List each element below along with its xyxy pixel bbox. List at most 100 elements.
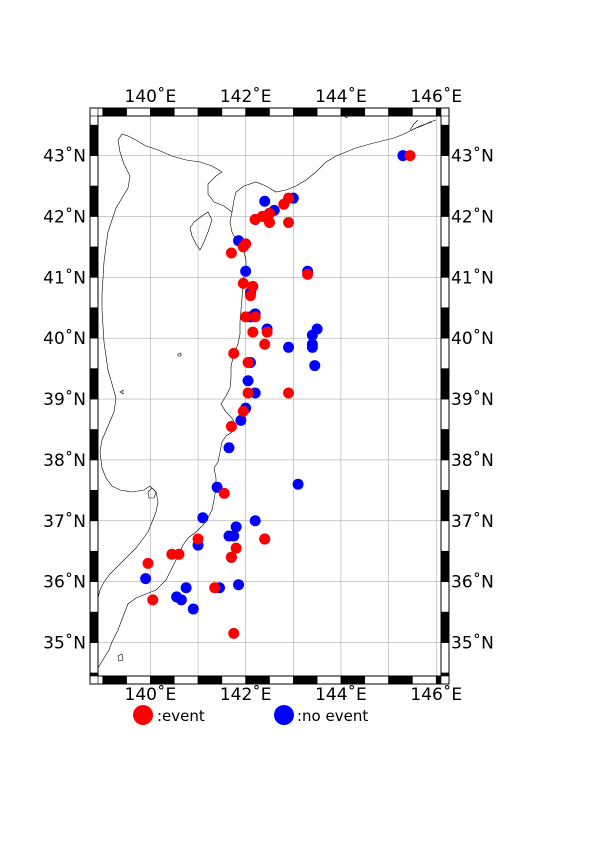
- no-event-marker: [211, 481, 223, 493]
- legend-no-event-marker: [274, 705, 294, 725]
- frame-segment-left: [89, 459, 99, 491]
- event-marker: [228, 347, 240, 359]
- no-event-marker: [223, 442, 235, 454]
- frame-segment-right: [440, 490, 450, 522]
- frame-segment-bottom: [412, 675, 437, 685]
- no-event-marker: [187, 603, 199, 615]
- map-border: [97, 115, 442, 677]
- frame-segment-right: [440, 124, 450, 156]
- event-marker: [404, 150, 416, 162]
- small-island-1: [177, 352, 182, 357]
- no-event-marker: [306, 329, 318, 341]
- frame-segment-left: [89, 581, 99, 613]
- lon-label-top: 140˚E: [125, 86, 177, 107]
- frame-segment-left: [89, 246, 99, 278]
- no-event-marker: [309, 360, 321, 372]
- event-marker: [283, 387, 295, 399]
- frame-segment-left: [89, 611, 99, 643]
- no-event-marker: [292, 478, 304, 490]
- lat-label-left: 38˚N: [43, 450, 86, 471]
- frame-segment-right: [440, 307, 450, 339]
- legend-event-label: :event: [157, 707, 205, 725]
- lat-label-right: 41˚N: [451, 267, 494, 288]
- frame-segment-bottom: [150, 675, 175, 685]
- lat-label-left: 43˚N: [43, 146, 86, 167]
- legend-no-event-label: :no event: [297, 707, 368, 725]
- lat-label-right: 39˚N: [451, 389, 494, 410]
- frame-segment-top: [245, 107, 270, 117]
- lat-label-right: 38˚N: [451, 450, 494, 471]
- no-event-marker: [306, 341, 318, 353]
- event-marker: [247, 326, 259, 338]
- frame-segment-left: [89, 672, 99, 677]
- lon-label-top: 144˚E: [315, 86, 367, 107]
- no-event-marker: [197, 512, 209, 524]
- frame-segment-right: [440, 277, 450, 309]
- event-marker: [242, 357, 254, 369]
- event-marker: [225, 551, 237, 563]
- lat-label-right: 40˚N: [451, 328, 494, 349]
- frame-segment-left: [89, 368, 99, 400]
- frame-segment-left: [89, 490, 99, 522]
- frame-segment-top: [293, 107, 318, 117]
- frame-segment-bottom: [269, 675, 294, 685]
- lat-label-right: 36˚N: [451, 572, 494, 593]
- frame-segment-left: [89, 277, 99, 309]
- frame-segment-top: [126, 107, 151, 117]
- frame-segment-left: [89, 124, 99, 156]
- no-event-marker: [235, 414, 247, 426]
- event-marker: [209, 582, 221, 594]
- lon-label-top: 146˚E: [410, 86, 462, 107]
- frame-segment-right: [440, 337, 450, 369]
- event-marker: [237, 277, 249, 289]
- legend-event-marker: [133, 705, 153, 725]
- frame-segment-bottom: [340, 675, 366, 685]
- lat-label-left: 35˚N: [43, 633, 86, 654]
- axis-labels: 140˚E 140˚E 142˚E 142˚E 144˚E 144˚E 146˚E 146˚E…: [43, 86, 494, 705]
- event-marker: [242, 387, 254, 399]
- event-marker: [173, 548, 185, 560]
- frame-segment-right: [440, 155, 450, 187]
- frame-segment-right: [440, 520, 450, 552]
- event-marker: [261, 326, 273, 338]
- no-event-marker: [180, 582, 192, 594]
- lon-label-bottom: 142˚E: [220, 684, 272, 705]
- coastline-mutsu-bay: [189, 211, 213, 251]
- frame-segment-left: [89, 155, 99, 187]
- frame-segment-right: [440, 185, 450, 217]
- frame-segment-top: [173, 107, 199, 117]
- frame-segment-bottom: [245, 675, 270, 685]
- frame-segment-top: [435, 107, 442, 117]
- frame-segment-bottom: [197, 675, 223, 685]
- frame-segment-right: [440, 246, 450, 278]
- frame-segment-right: [440, 429, 450, 461]
- event-marker: [249, 311, 261, 323]
- frame-segment-left: [89, 185, 99, 217]
- frame-segment-top: [340, 107, 366, 117]
- event-marker: [225, 420, 237, 432]
- frame-segment-top: [221, 107, 246, 117]
- frame-segment-bottom: [388, 675, 413, 685]
- event-marker: [259, 338, 271, 350]
- event-marker: [278, 198, 290, 210]
- legend: :event :no event: [133, 705, 368, 725]
- lat-label-left: 42˚N: [43, 206, 86, 227]
- frame-segment-bottom: [435, 675, 442, 685]
- no-event-marker: [249, 515, 261, 527]
- frame-segment-top: [316, 107, 342, 117]
- event-marker: [230, 542, 242, 554]
- frame-segment-bottom: [173, 675, 199, 685]
- lat-label-left: 39˚N: [43, 389, 86, 410]
- no-event-marker: [175, 594, 187, 606]
- event-marker: [249, 213, 261, 225]
- frame-segment-top: [102, 107, 127, 117]
- frame-segment-right: [440, 642, 450, 674]
- event-marker: [247, 280, 259, 292]
- map-outer-border: [89, 107, 450, 685]
- frame-segment-right: [440, 550, 450, 582]
- frame-segment-right: [440, 459, 450, 491]
- frame-segment-right: [440, 368, 450, 400]
- frame-segment-top: [412, 107, 437, 117]
- event-marker: [259, 533, 271, 545]
